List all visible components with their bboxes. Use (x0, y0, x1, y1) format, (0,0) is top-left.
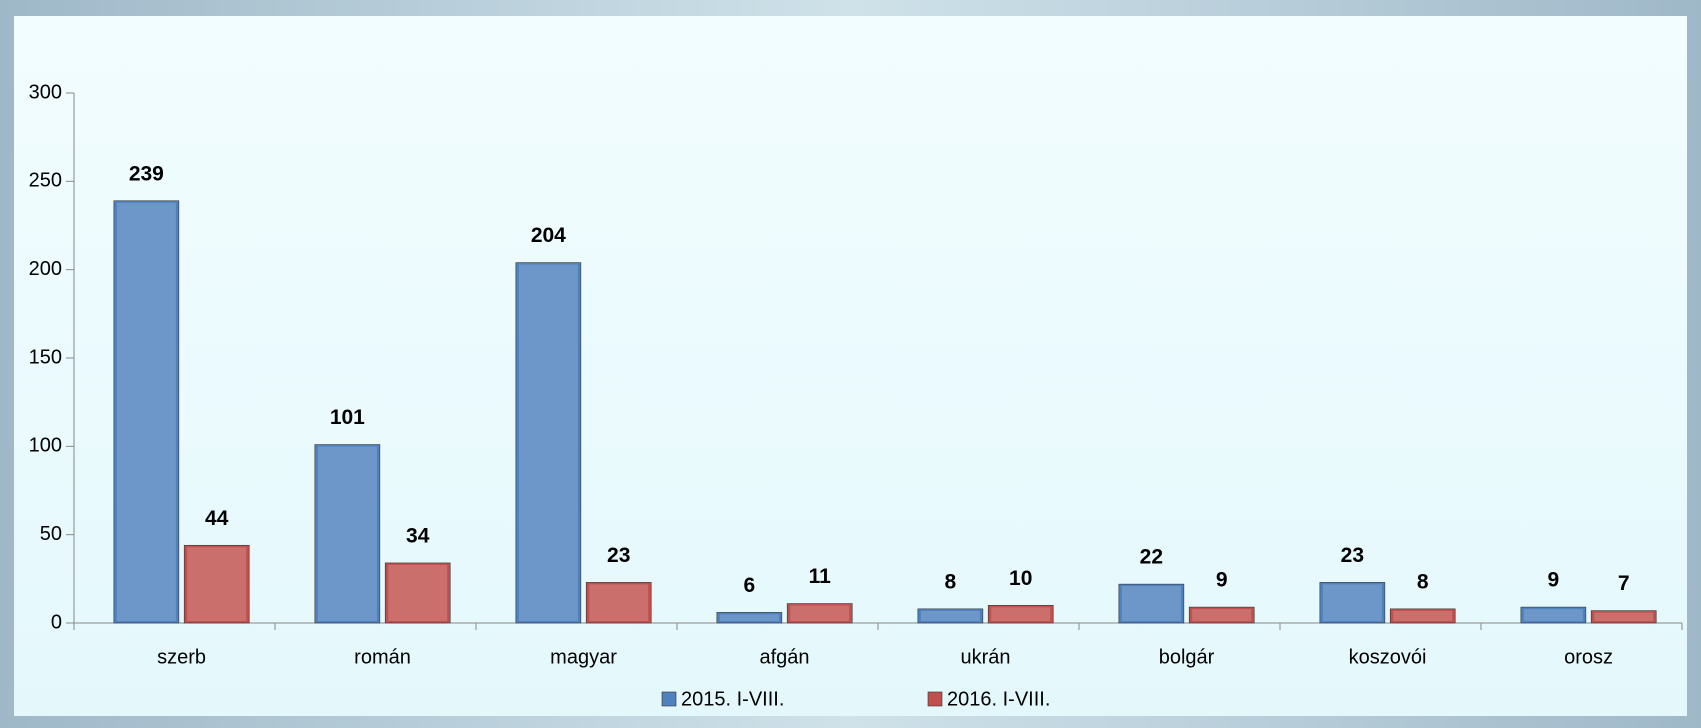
data-label: 11 (809, 565, 832, 588)
bar-bevel (790, 605, 850, 621)
bar (384, 562, 451, 624)
legend-swatch (661, 691, 677, 707)
x-tick-label: bolgár (1159, 646, 1215, 668)
x-tick-label: orosz (1564, 646, 1613, 668)
x-tick-label: magyar (550, 646, 617, 668)
legend-swatch (927, 691, 943, 707)
bar-bevel (388, 564, 448, 621)
bar-bevel (991, 607, 1051, 621)
data-label: 7 (1618, 572, 1630, 595)
y-tick-label: 300 (29, 81, 62, 103)
bar-bevel (116, 202, 176, 621)
x-tick-label: koszovói (1349, 646, 1427, 668)
y-tick-label: 200 (29, 258, 62, 280)
bar (314, 444, 381, 624)
data-label: 8 (1417, 570, 1429, 593)
data-label: 10 (1009, 567, 1032, 590)
bar (585, 582, 652, 624)
bar-bevel (518, 264, 578, 621)
bar (1319, 582, 1386, 624)
data-label: 204 (531, 224, 566, 247)
bar-bevel (1121, 586, 1181, 621)
bar-bevel (1322, 584, 1382, 621)
bar-bevel (1393, 610, 1453, 621)
data-label: 22 (1140, 546, 1163, 569)
bar (1188, 606, 1255, 624)
legend-label: 2016. I-VIII. (947, 688, 1050, 710)
y-tick-label: 250 (29, 170, 62, 192)
x-tick-label: afgán (760, 646, 810, 668)
data-label: 6 (744, 574, 756, 597)
bar-bevel (920, 610, 980, 621)
data-label: 44 (205, 507, 229, 530)
data-label: 23 (1341, 544, 1364, 567)
bar-bevel (1523, 609, 1583, 621)
y-tick-label: 150 (29, 346, 62, 368)
bar-bevel (1594, 612, 1654, 621)
x-tick-label: ukrán (961, 646, 1011, 668)
bar (786, 603, 853, 624)
bar (716, 612, 783, 624)
bar (987, 605, 1054, 624)
bar (1520, 606, 1587, 624)
bar (917, 608, 984, 624)
plot-background (14, 16, 1687, 716)
bar-bevel (317, 446, 377, 621)
data-label: 8 (945, 570, 957, 593)
data-label: 9 (1216, 569, 1228, 592)
data-label: 101 (330, 406, 365, 429)
data-label: 239 (129, 162, 164, 185)
bar (1118, 583, 1185, 624)
data-label: 34 (406, 524, 430, 547)
x-tick-label: román (354, 646, 411, 668)
y-tick-label: 100 (29, 435, 62, 457)
bar-bevel (1192, 609, 1252, 621)
bar-bevel (187, 547, 247, 621)
legend-label: 2015. I-VIII. (681, 688, 784, 710)
data-label: 23 (607, 544, 630, 567)
bar (183, 544, 250, 624)
data-label: 9 (1548, 569, 1560, 592)
bar-bevel (589, 584, 649, 621)
y-tick-label: 50 (40, 523, 62, 545)
bar (1389, 608, 1456, 624)
bar (113, 200, 180, 624)
bar (515, 262, 582, 624)
y-tick-label: 0 (51, 611, 62, 633)
x-tick-label: szerb (157, 646, 206, 668)
bar (1590, 610, 1657, 624)
bar-bevel (719, 614, 779, 621)
